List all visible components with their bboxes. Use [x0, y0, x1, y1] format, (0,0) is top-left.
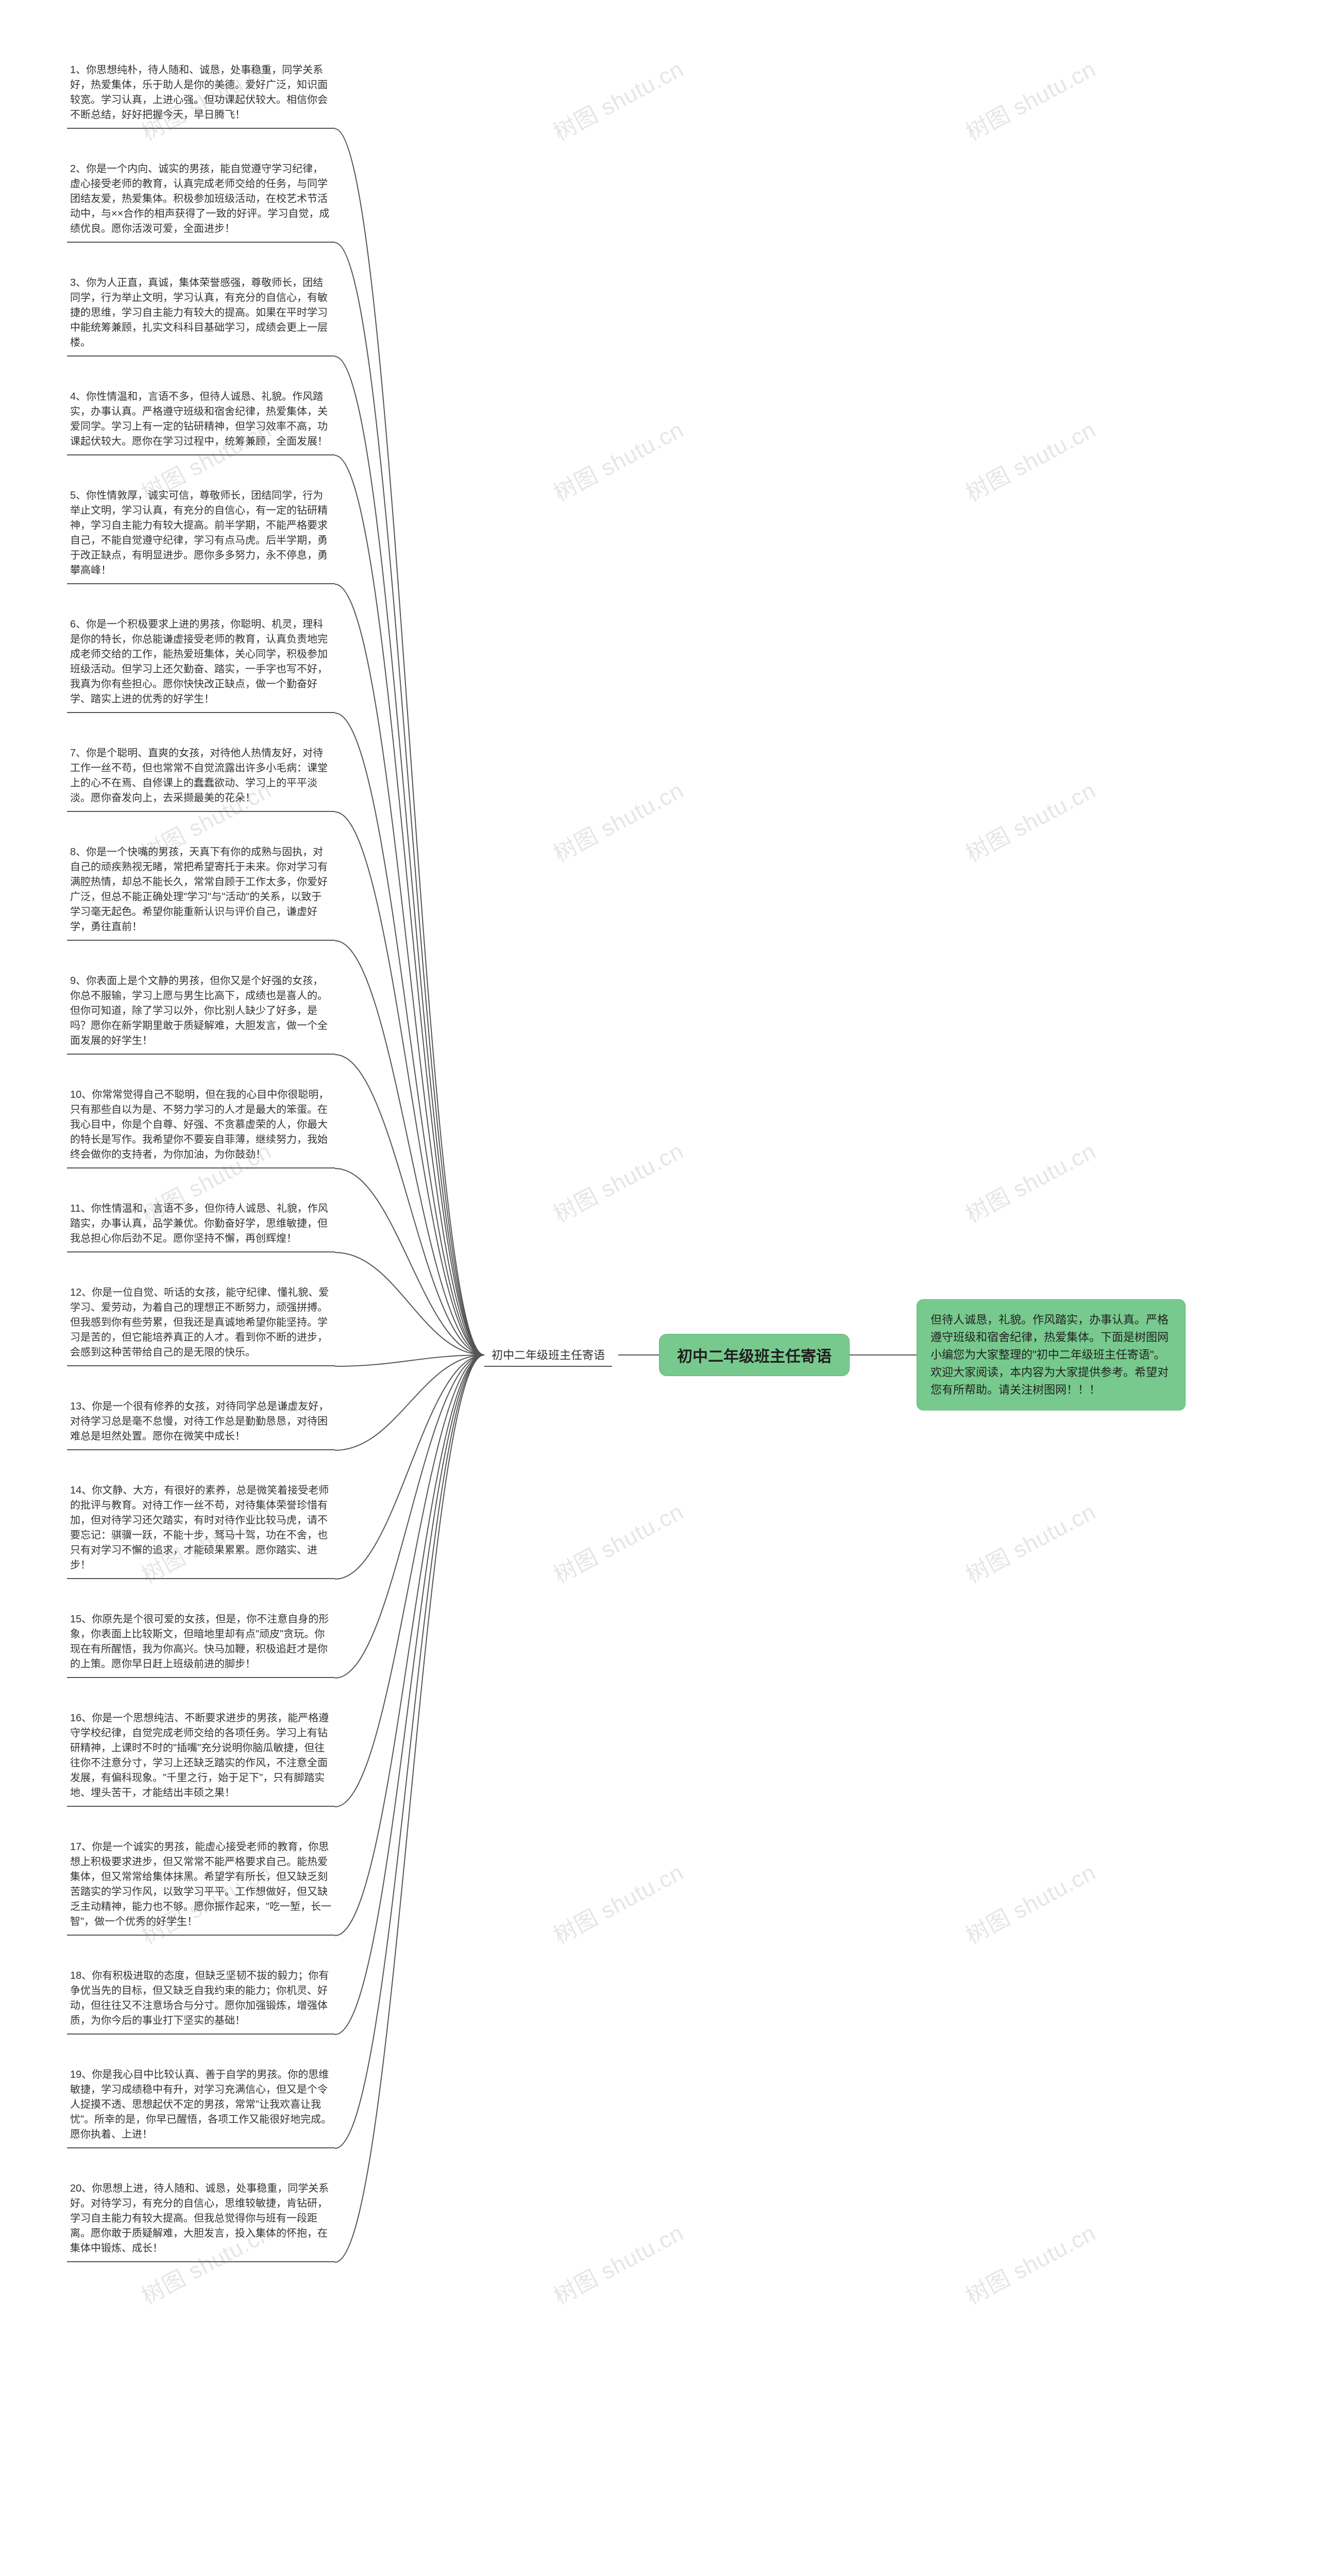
right-description-card: 但待人诚恳，礼貌。作风踏实，办事认真。严格遵守班级和宿舍纪律，热爱集体。下面是树…	[917, 1300, 1185, 1410]
right-description-text: 但待人诚恳，礼貌。作风踏实，办事认真。严格遵守班级和宿舍纪律，热爱集体。下面是树…	[931, 1313, 1169, 1396]
left-item: 6、你是一个积极要求上进的男孩，你聪明、机灵，理科是你的特长，你总能谦虚接受老师…	[67, 616, 335, 713]
left-item: 2、你是一个内向、诚实的男孩，能自觉遵守学习纪律，虚心接受老师的教育，认真完成老…	[67, 161, 335, 243]
sub-center-label: 初中二年级班主任寄语	[492, 1349, 605, 1362]
left-item: 4、你性情温和，言语不多，但待人诚恳、礼貌。作风踏实，办事认真。严格遵守班级和宿…	[67, 388, 335, 455]
left-item: 20、你思想上进，待人随和、诚恳，处事稳重，同学关系好。对待学习，有充分的自信心…	[67, 2180, 335, 2262]
left-item: 3、你为人正直，真诚，集体荣誉感强，尊敬师长，团结同学，行为举止文明，学习认真，…	[67, 275, 335, 357]
left-item: 16、你是一个思想纯洁、不断要求进步的男孩，能严格遵守学校纪律，自觉完成老师交给…	[67, 1710, 335, 1807]
left-item: 11、你性情温和，言语不多，但你待人诚恳、礼貌，作风踏实，办事认真，品学兼优。你…	[67, 1200, 335, 1252]
left-item: 7、你是个聪明、直爽的女孩，对待他人热情友好，对待工作一丝不苟，但也常常不自觉流…	[67, 745, 335, 812]
mindmap-canvas: 初中二年级班主任寄语 但待人诚恳，礼貌。作风踏实，办事认真。严格遵守班级和宿舍纪…	[0, 0, 1319, 2576]
left-item: 17、你是一个诚实的男孩，能虚心接受老师的教育，你思想上积极要求进步，但又常常不…	[67, 1839, 335, 1936]
left-item: 10、你常常觉得自己不聪明，但在我的心目中你很聪明，只有那些自以为是、不努力学习…	[67, 1087, 335, 1168]
left-item: 8、你是一个快嘴的男孩，天真下有你的成熟与固执，对自己的顽疾熟视无睹，常把希望寄…	[67, 844, 335, 941]
left-items-column: 1、你思想纯朴，待人随和、诚恳，处事稳重，同学关系好，热爱集体，乐于助人是你的美…	[67, 62, 335, 2262]
center-node: 初中二年级班主任寄语	[660, 1334, 849, 1376]
left-item: 1、你思想纯朴，待人随和、诚恳，处事稳重，同学关系好，热爱集体，乐于助人是你的美…	[67, 62, 335, 129]
left-item: 19、你是我心目中比较认真、善于自学的男孩。你的思维敏捷，学习成绩稳中有升，对学…	[67, 2066, 335, 2148]
left-item: 12、你是一位自觉、听话的女孩，能守纪律、懂礼貌、爱学习、爱劳动，为着自己的理想…	[67, 1284, 335, 1366]
left-item: 13、你是一个很有修养的女孩，对待同学总是谦虚友好，对待学习总是毫不怠慢，对待工…	[67, 1398, 335, 1450]
left-item: 9、你表面上是个文静的男孩，但你又是个好强的女孩，你总不服输，学习上愿与男生比高…	[67, 973, 335, 1055]
left-item: 14、你文静、大方，有很好的素养，总是微笑着接受老师的批评与教育。对待工作一丝不…	[67, 1482, 335, 1579]
left-item: 15、你原先是个很可爱的女孩，但是，你不注意自身的形象，你表面上比较斯文，但暗地…	[67, 1611, 335, 1678]
sub-center-node: 初中二年级班主任寄语	[484, 1343, 612, 1367]
left-item: 5、你性情敦厚，诚实可信，尊敬师长，团结同学，行为举止文明，学习认真，有充分的自…	[67, 487, 335, 584]
left-item: 18、你有积极进取的态度，但缺乏坚韧不拔的毅力；你有争优当先的目标，但又缺乏自我…	[67, 1968, 335, 2035]
center-node-label: 初中二年级班主任寄语	[677, 1348, 832, 1365]
